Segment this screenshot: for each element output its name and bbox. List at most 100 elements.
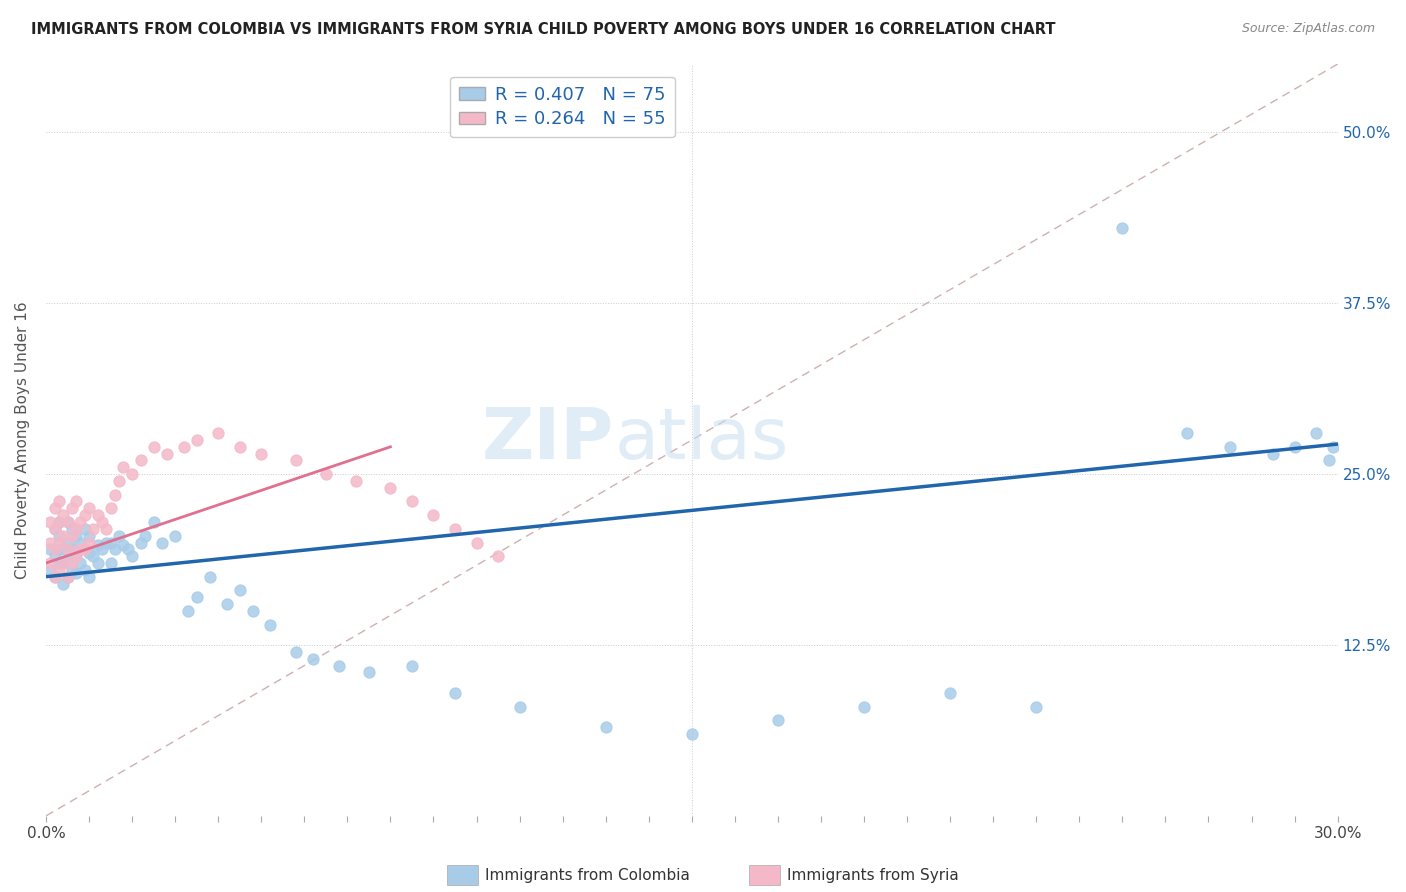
Point bbox=[73, 542, 96, 557]
Point bbox=[60, 563, 83, 577]
Point bbox=[401, 658, 423, 673]
Point bbox=[44, 549, 66, 564]
Point bbox=[65, 522, 87, 536]
Point bbox=[56, 570, 79, 584]
Point bbox=[77, 501, 100, 516]
Point bbox=[1261, 447, 1284, 461]
Point bbox=[65, 529, 87, 543]
Point bbox=[207, 426, 229, 441]
Y-axis label: Child Poverty Among Boys Under 16: Child Poverty Among Boys Under 16 bbox=[15, 301, 30, 579]
Point bbox=[77, 529, 100, 543]
Point bbox=[44, 542, 66, 557]
Point bbox=[344, 474, 367, 488]
Point bbox=[60, 529, 83, 543]
Point bbox=[52, 556, 75, 570]
Point bbox=[228, 583, 250, 598]
Point bbox=[134, 529, 156, 543]
Point bbox=[52, 542, 75, 557]
Text: Source: ZipAtlas.com: Source: ZipAtlas.com bbox=[1241, 22, 1375, 36]
Point bbox=[1284, 440, 1306, 454]
Point bbox=[228, 440, 250, 454]
Point bbox=[595, 720, 617, 734]
Point bbox=[142, 440, 165, 454]
Point bbox=[150, 535, 173, 549]
Point bbox=[1175, 426, 1198, 441]
Point bbox=[39, 556, 62, 570]
Point bbox=[509, 699, 531, 714]
Point bbox=[77, 570, 100, 584]
Point bbox=[69, 515, 91, 529]
Point bbox=[56, 542, 79, 557]
Point bbox=[65, 546, 87, 560]
Point bbox=[69, 535, 91, 549]
Point bbox=[44, 522, 66, 536]
Point bbox=[121, 467, 143, 482]
Point bbox=[100, 535, 122, 549]
Point bbox=[129, 453, 152, 467]
Point bbox=[173, 440, 195, 454]
Point bbox=[284, 453, 307, 467]
Point bbox=[56, 515, 79, 529]
Point bbox=[215, 597, 238, 611]
Point bbox=[117, 542, 139, 557]
Point bbox=[86, 556, 108, 570]
Point bbox=[73, 563, 96, 577]
Point bbox=[444, 522, 467, 536]
Point bbox=[56, 552, 79, 566]
Point bbox=[91, 542, 114, 557]
Text: IMMIGRANTS FROM COLOMBIA VS IMMIGRANTS FROM SYRIA CHILD POVERTY AMONG BOYS UNDER: IMMIGRANTS FROM COLOMBIA VS IMMIGRANTS F… bbox=[31, 22, 1056, 37]
Point bbox=[77, 535, 100, 549]
Text: atlas: atlas bbox=[614, 406, 789, 475]
Point bbox=[96, 535, 118, 549]
Point bbox=[1317, 453, 1340, 467]
Point bbox=[73, 508, 96, 523]
Point bbox=[357, 665, 380, 680]
Point bbox=[401, 494, 423, 508]
Point bbox=[681, 727, 703, 741]
Point bbox=[39, 515, 62, 529]
Point bbox=[100, 556, 122, 570]
Point bbox=[39, 535, 62, 549]
Point bbox=[121, 549, 143, 564]
Point bbox=[44, 501, 66, 516]
Point bbox=[39, 542, 62, 557]
Point bbox=[48, 529, 70, 543]
Point bbox=[73, 542, 96, 557]
Point bbox=[112, 538, 135, 552]
Point bbox=[52, 529, 75, 543]
Point bbox=[82, 522, 104, 536]
Point bbox=[100, 501, 122, 516]
Point bbox=[52, 576, 75, 591]
Point bbox=[73, 522, 96, 536]
Point bbox=[48, 563, 70, 577]
Point bbox=[104, 542, 127, 557]
Point bbox=[766, 713, 789, 727]
Point bbox=[444, 686, 467, 700]
Point bbox=[465, 535, 488, 549]
Point bbox=[302, 651, 325, 665]
Point bbox=[1025, 699, 1047, 714]
Point bbox=[198, 570, 221, 584]
Point bbox=[60, 522, 83, 536]
Text: Immigrants from Syria: Immigrants from Syria bbox=[787, 869, 959, 883]
Point bbox=[186, 590, 208, 604]
Point bbox=[142, 515, 165, 529]
Point bbox=[380, 481, 402, 495]
Point bbox=[69, 542, 91, 557]
Text: Immigrants from Colombia: Immigrants from Colombia bbox=[485, 869, 690, 883]
Point bbox=[155, 447, 177, 461]
Point bbox=[1322, 440, 1344, 454]
Point bbox=[77, 546, 100, 560]
Point bbox=[48, 494, 70, 508]
Point bbox=[1219, 440, 1241, 454]
Point bbox=[48, 556, 70, 570]
Point bbox=[259, 617, 281, 632]
Point bbox=[1305, 426, 1327, 441]
Point bbox=[108, 474, 131, 488]
Point bbox=[328, 658, 350, 673]
Point bbox=[165, 529, 187, 543]
Point bbox=[250, 447, 273, 461]
Point bbox=[82, 549, 104, 564]
Point bbox=[939, 686, 962, 700]
Point bbox=[422, 508, 444, 523]
